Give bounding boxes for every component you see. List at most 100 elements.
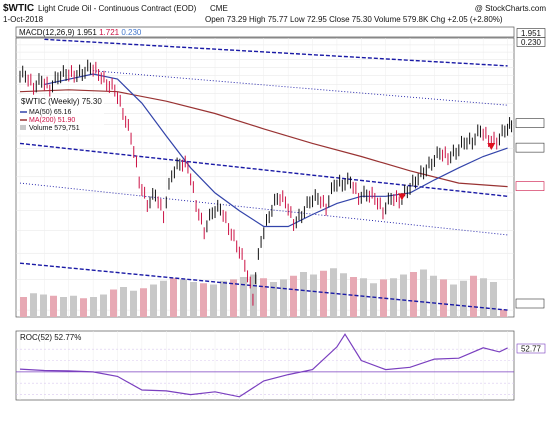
- signal-marker: [397, 193, 406, 201]
- price-legend: $WTIC (Weekly) 75.30 MA(50) 65.16 MA(200…: [18, 97, 104, 134]
- volume-legend-swatch: [20, 125, 26, 130]
- volume-bar: [300, 272, 307, 317]
- volume-bar: [130, 290, 137, 317]
- volume-bar: [350, 277, 357, 317]
- volume-bar: [220, 280, 227, 317]
- macd-panel: MACD(12,26,9) 1.951 1.721 0.230 1.951 0.…: [15, 26, 546, 47]
- price-bars: [19, 59, 513, 306]
- volume-bar: [480, 278, 487, 317]
- volume-bar: [90, 297, 97, 317]
- volume-bar: [260, 278, 267, 317]
- volume-bar: [320, 270, 327, 317]
- volume-bar: [400, 274, 407, 317]
- price-legend-box: [18, 97, 104, 134]
- volume-bar: [100, 294, 107, 317]
- volume-bar: [140, 288, 147, 317]
- volume-bar: [270, 282, 277, 317]
- volume-bar: [170, 278, 177, 317]
- trend-channel-line: [44, 38, 508, 67]
- volume-bar: [460, 280, 467, 317]
- ohlc-summary: Open 73.29 High 75.77 Low 72.95 Close 75…: [205, 15, 503, 24]
- volume-bar: [370, 283, 377, 317]
- volume-bar: [240, 277, 247, 317]
- volume-bar: [120, 287, 127, 317]
- volume-bar: [60, 297, 67, 317]
- volume-bar: [470, 275, 477, 317]
- trend-channel-line: [19, 182, 508, 236]
- volume-bar: [210, 284, 217, 317]
- volume-bar: [420, 269, 427, 317]
- macd-signal-tag-box: [516, 37, 546, 47]
- volume-bar: [330, 268, 337, 317]
- copyright-label: @ StockCharts.com: [475, 4, 547, 13]
- chart-title-exchange: CME: [210, 4, 228, 13]
- volume-legend-label: Volume 579,751: [29, 125, 80, 132]
- volume-bar: [390, 278, 397, 317]
- volume-axis: [515, 298, 545, 309]
- volume-bar: [30, 293, 37, 317]
- chart-title-symbol: $WTIC: [3, 3, 34, 14]
- roc-panel-frame: [15, 330, 515, 401]
- volume-bar: [360, 278, 367, 317]
- volume-bar: [380, 279, 387, 317]
- volume-bar: [500, 309, 507, 317]
- volume-bars: [20, 268, 507, 317]
- trend-channels: [19, 38, 508, 311]
- volume-bar: [80, 298, 87, 317]
- price-value-tag-box: [515, 181, 545, 191]
- macd-legend-value: 1.951: [77, 28, 98, 37]
- macd-value-tag: 1.951: [521, 29, 542, 38]
- signal-markers: [397, 142, 496, 201]
- volume-bar: [230, 279, 237, 317]
- volume-bar: [150, 284, 157, 317]
- volume-bar: [430, 275, 437, 317]
- volume-bar: [490, 282, 497, 317]
- signal-marker: [487, 142, 496, 150]
- volume-bar: [180, 279, 187, 317]
- volume-bar: [290, 275, 297, 317]
- volume-bar: [410, 272, 417, 317]
- macd-legend-name: MACD(12,26,9): [19, 28, 75, 37]
- price-value-tag-box: [515, 118, 545, 128]
- macd-legend-signal: 1.721: [99, 28, 120, 37]
- price-axis: [515, 118, 545, 191]
- volume-bar: [110, 289, 117, 317]
- macd-signal-tag: 0.230: [521, 38, 542, 47]
- volume-bar: [50, 295, 57, 317]
- volume-bar: [280, 279, 287, 317]
- roc-value-tag: 52.77: [521, 345, 542, 354]
- volume-bar: [310, 274, 317, 317]
- macd-legend-histogram: 0.230: [121, 28, 142, 37]
- macd-panel-frame: [15, 26, 515, 38]
- macd-legend: MACD(12,26,9) 1.951 1.721 0.230: [19, 28, 142, 37]
- roc-line: [19, 333, 508, 398]
- ma50-legend-label: MA(50) 65.16: [29, 109, 72, 116]
- roc-legend: ROC(52) 52.77%: [20, 333, 81, 342]
- volume-bar: [450, 284, 457, 317]
- volume-value-tag-box: [515, 298, 545, 309]
- volume-bar: [40, 294, 47, 317]
- volume-bar: [20, 297, 27, 317]
- trend-channel-line: [19, 142, 508, 198]
- price-panel: $WTIC (Weekly) 75.30 MA(50) 65.16 MA(200…: [15, 37, 545, 318]
- price-value-tag-box: [515, 142, 545, 153]
- volume-bar: [200, 283, 207, 317]
- volume-bar: [70, 295, 77, 317]
- roc-panel: ROC(52) 52.77% 52.77: [15, 330, 546, 401]
- roc-series-line: [19, 333, 508, 398]
- trend-channel-line: [19, 262, 508, 311]
- volume-bar: [250, 274, 257, 317]
- ma200-legend-label: MA(200) 51.90: [29, 117, 75, 124]
- date-label: 1-Oct-2018: [3, 15, 44, 24]
- volume-bar: [190, 282, 197, 317]
- roc-grid: [16, 331, 514, 400]
- trend-channel-line: [93, 70, 508, 106]
- roc-value-tag-box: [516, 343, 546, 354]
- ma50-line: [44, 73, 508, 228]
- volume-bar: [160, 280, 167, 317]
- chart-title-name: Light Crude Oil - Continuous Contract (E…: [38, 4, 197, 13]
- volume-bar: [440, 279, 447, 317]
- volume-bar: [340, 273, 347, 317]
- price-legend-symbol: $WTIC (Weekly) 75.30: [21, 97, 102, 106]
